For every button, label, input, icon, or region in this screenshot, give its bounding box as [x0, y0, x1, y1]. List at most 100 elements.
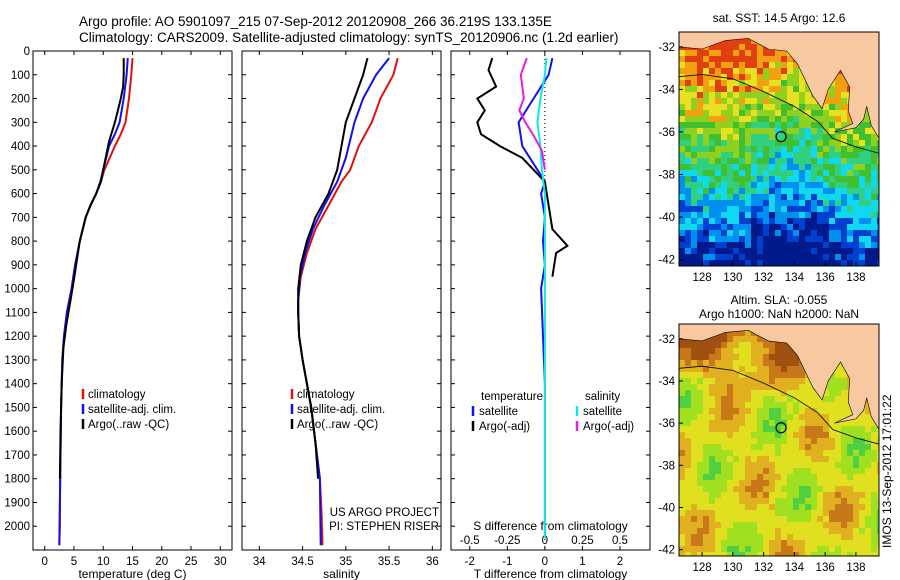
map-cell — [775, 438, 782, 445]
map-cell — [787, 212, 794, 219]
map-cell — [859, 456, 866, 463]
map-cell — [703, 194, 710, 201]
map-cell — [865, 260, 872, 266]
map-cell — [739, 462, 746, 469]
map-cell — [853, 474, 860, 481]
map-cell — [793, 122, 800, 129]
x-tick-label: 10 — [97, 556, 110, 568]
map-cell — [679, 62, 686, 69]
map-cell — [775, 444, 782, 451]
map-cell — [799, 384, 806, 391]
map-cell — [841, 236, 848, 243]
map-cell — [793, 116, 800, 123]
map-cell — [721, 372, 728, 379]
map-cell — [691, 236, 698, 243]
map-cell — [871, 522, 878, 529]
map-cell — [763, 468, 770, 475]
map-cell — [745, 146, 752, 153]
map-cell — [853, 468, 860, 475]
map-cell — [739, 408, 746, 415]
map-cell — [841, 230, 848, 237]
map-cell — [799, 552, 806, 556]
map-cell — [733, 420, 740, 427]
map-cell — [745, 74, 752, 81]
map-cell — [757, 540, 764, 547]
map-cell — [829, 164, 836, 171]
map-cell — [727, 188, 734, 195]
map-cell — [829, 510, 836, 517]
map-cell — [685, 242, 692, 249]
map-cell — [853, 456, 860, 463]
map-cell — [697, 254, 704, 261]
map-cell — [763, 176, 770, 183]
map-cell — [793, 414, 800, 421]
map-x-tick-label: 128 — [692, 562, 711, 574]
map-cell — [697, 552, 704, 556]
map-cell — [709, 462, 716, 469]
map-cell — [841, 462, 848, 469]
map-cell — [865, 486, 872, 493]
map-cell — [829, 212, 836, 219]
map-cell — [787, 188, 794, 195]
map-cell — [709, 348, 716, 355]
map-cell — [811, 468, 818, 475]
map-cell — [733, 116, 740, 123]
map-cell — [805, 462, 812, 469]
map-cell — [769, 552, 776, 556]
map-cell — [745, 188, 752, 195]
map-cell — [685, 402, 692, 409]
map-cell — [757, 384, 764, 391]
map-cell — [781, 492, 788, 499]
map-cell — [691, 420, 698, 427]
map-cell — [727, 260, 734, 266]
map-cell — [865, 528, 872, 535]
map-cell — [697, 390, 704, 397]
map-cell — [685, 504, 692, 511]
map-cell — [715, 260, 722, 266]
map-cell — [823, 230, 830, 237]
map-cell — [853, 194, 860, 201]
map-cell — [853, 170, 860, 177]
map-cell — [721, 546, 728, 553]
map-cell — [739, 164, 746, 171]
map-cell — [865, 498, 872, 505]
map-cell — [781, 528, 788, 535]
x2-axis-label: S difference from climatology — [473, 519, 628, 533]
map-cell — [799, 528, 806, 535]
map-cell — [811, 170, 818, 177]
map-cell — [781, 50, 788, 57]
map-cell — [751, 98, 758, 105]
map-cell — [703, 390, 710, 397]
map-cell — [865, 414, 872, 421]
map-cell — [751, 366, 758, 373]
map-cell — [691, 360, 698, 367]
map-cell — [865, 468, 872, 475]
map-cell — [775, 456, 782, 463]
map-cell — [703, 468, 710, 475]
map-cell — [679, 98, 686, 105]
map-cell — [835, 378, 842, 385]
map-cell — [733, 402, 740, 409]
map-cell — [721, 212, 728, 219]
map-cell — [763, 474, 770, 481]
map-cell — [709, 504, 716, 511]
map-cell — [733, 260, 740, 266]
map-cell — [823, 390, 830, 397]
map-cell — [745, 224, 752, 231]
map-cell — [763, 384, 770, 391]
map-cell — [697, 342, 704, 349]
map-cell — [709, 182, 716, 189]
map-cell — [697, 170, 704, 177]
map-cell — [847, 534, 854, 541]
map-cell — [829, 248, 836, 255]
plot-frame — [450, 50, 651, 551]
map-cell — [781, 242, 788, 249]
map-cell — [685, 408, 692, 415]
map-cell — [703, 218, 710, 225]
map-cell — [703, 366, 710, 373]
map-cell — [817, 152, 824, 159]
map-cell — [805, 420, 812, 427]
map-cell — [727, 242, 734, 249]
map-cell — [721, 402, 728, 409]
map-cell — [697, 218, 704, 225]
